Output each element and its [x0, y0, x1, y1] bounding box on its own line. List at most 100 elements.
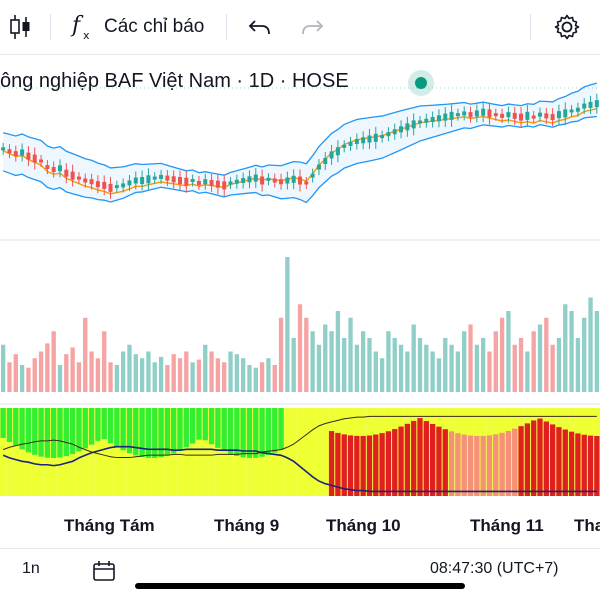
volume-bar	[449, 344, 454, 392]
price-chart[interactable]	[0, 55, 600, 545]
candle-body	[519, 113, 524, 121]
settings-button[interactable]	[546, 8, 588, 46]
candle-body	[20, 149, 25, 156]
volume-bar	[108, 362, 113, 392]
candle-body	[582, 103, 587, 109]
svg-text:f: f	[70, 13, 84, 38]
volume-bar	[19, 365, 25, 392]
candle-body	[436, 115, 441, 122]
oscillator-bar	[543, 421, 549, 496]
bottom-bar	[0, 548, 600, 601]
undo-arrow-icon	[248, 20, 270, 35]
volume-bar	[203, 344, 208, 392]
undo-button[interactable]	[240, 8, 280, 46]
oscillator-bar	[126, 408, 133, 454]
gear-icon	[554, 14, 580, 40]
volume-bar	[493, 331, 498, 392]
x-axis-label: Tha	[574, 516, 600, 535]
oscillator-bar	[594, 435, 600, 496]
volume-bar	[184, 351, 189, 392]
candle-body	[405, 123, 410, 131]
candle-body	[335, 147, 340, 156]
candle-body	[487, 109, 492, 118]
volume-bar	[146, 351, 151, 392]
live-status-dot	[408, 70, 434, 96]
candle-body	[159, 174, 164, 179]
calendar-icon[interactable]	[92, 560, 116, 582]
volume-bar	[266, 358, 271, 392]
oscillator-bg	[277, 408, 285, 496]
svg-text:x: x	[83, 29, 90, 42]
volume-bar	[83, 317, 88, 392]
oscillator-bar	[82, 408, 88, 449]
volume-bar	[487, 351, 492, 392]
candle-body	[443, 113, 448, 121]
candle-body	[95, 181, 100, 188]
x-axis-label: Tháng 11	[470, 516, 544, 535]
oscillator-bar	[164, 408, 171, 456]
oscillator-bar	[366, 435, 373, 496]
oscillator-bg	[202, 408, 209, 496]
volume-bar	[354, 344, 359, 392]
candle-body	[556, 111, 561, 119]
candle-body	[361, 137, 366, 144]
candle-body	[266, 177, 271, 181]
volume-bar	[127, 344, 132, 392]
oscillator-bar	[373, 434, 379, 496]
candle-body	[474, 110, 479, 117]
volume-bar	[209, 351, 214, 392]
volume-bar	[563, 304, 568, 392]
candle-body	[493, 113, 498, 117]
volume-bar	[316, 344, 322, 392]
candle-body	[222, 181, 227, 190]
range-button[interactable]: 1n	[22, 560, 40, 577]
volume-bar	[525, 351, 530, 392]
volume-bar	[45, 343, 50, 392]
candle-body	[506, 112, 511, 118]
volume-bar	[234, 354, 239, 392]
candle-body	[215, 180, 220, 188]
candle-body	[146, 175, 151, 184]
volume-bar	[272, 365, 277, 392]
candle-body	[234, 179, 239, 184]
oscillator-bar	[537, 418, 543, 496]
oscillator-bar	[556, 427, 562, 496]
oscillator-bar	[152, 408, 158, 458]
oscillator-bg	[221, 408, 228, 496]
oscillator-bar	[38, 408, 44, 457]
candle-body	[13, 151, 18, 157]
volume-bar	[575, 338, 581, 392]
volume-bar	[424, 344, 429, 392]
oscillator-bg	[309, 408, 316, 496]
oscillator-bar	[347, 435, 354, 496]
oscillator-bar	[411, 420, 417, 496]
oscillator-bar	[474, 435, 480, 496]
redo-button[interactable]	[292, 8, 332, 46]
candle-body	[373, 133, 378, 142]
volume-bar	[222, 362, 227, 392]
indicators-button[interactable]: f x Các chỉ báo	[64, 8, 210, 46]
volume-bar	[367, 338, 372, 392]
volume-bar	[392, 338, 397, 392]
volume-bar	[506, 311, 511, 392]
candle-body	[481, 108, 486, 116]
oscillator-bar	[518, 426, 524, 496]
oscillator-bg	[315, 408, 323, 496]
oscillator-bar	[417, 418, 423, 496]
oscillator-bar	[227, 408, 234, 454]
volume-bar	[7, 362, 12, 392]
candle-body	[196, 180, 201, 185]
candle-body	[354, 138, 359, 144]
oscillator-bar	[467, 435, 474, 496]
volume-bar	[228, 351, 233, 392]
candle-body	[298, 176, 302, 185]
oscillator-bar	[392, 429, 398, 496]
oscillator-bar	[461, 434, 467, 496]
oscillator-bg	[296, 408, 304, 496]
chart-toolbar: f x Các chỉ báo	[0, 0, 600, 55]
volume-bar	[190, 362, 195, 392]
volume-bar	[133, 354, 138, 392]
oscillator-bg	[183, 408, 190, 496]
candlestick-type-button[interactable]	[0, 8, 40, 46]
volume-bar	[474, 344, 479, 392]
